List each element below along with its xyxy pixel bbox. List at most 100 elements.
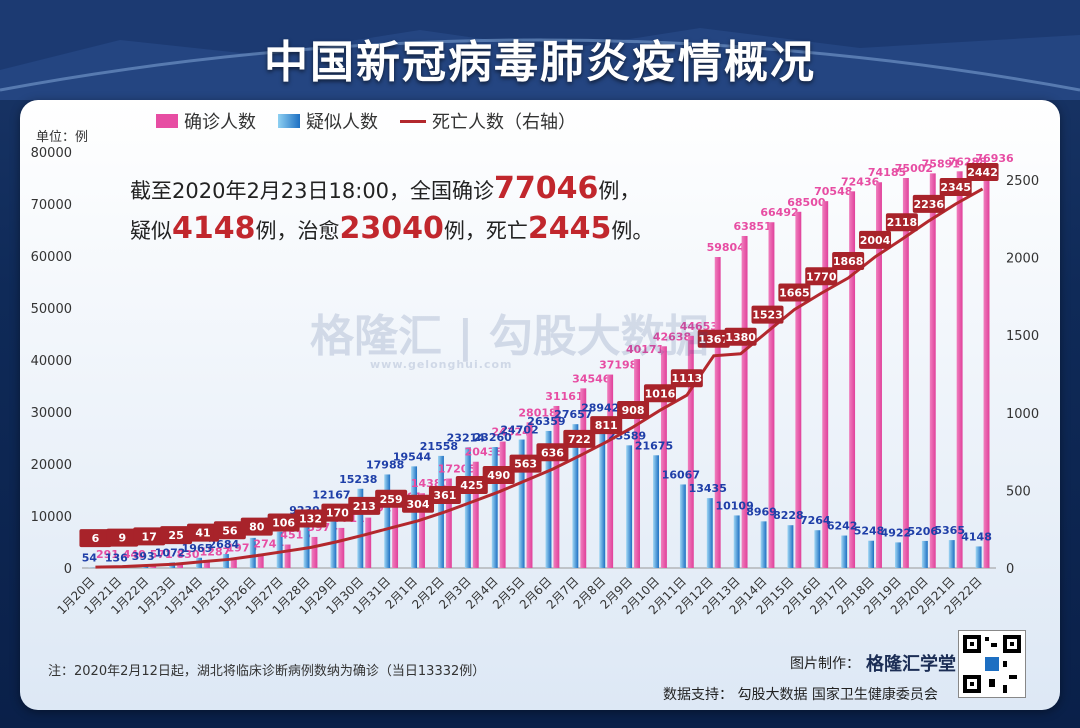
data-label-confirmed: 440 [123, 548, 146, 561]
data-label-confirmed: 34546 [572, 372, 611, 385]
data-label-deaths-box [402, 494, 435, 513]
data-label-confirmed: 66492 [760, 206, 798, 219]
watermark-sub: www.gelonghui.com [370, 358, 513, 371]
data-label-confirmed: 70548 [814, 185, 852, 198]
legend-suspected-label: 疑似人数 [306, 112, 378, 133]
data-label-suspected: 54 [82, 552, 98, 565]
bar-suspected [572, 424, 579, 568]
legend-suspected-swatch [278, 114, 300, 128]
bar-confirmed [687, 335, 694, 568]
summary-cured-value: 23040 [339, 211, 444, 246]
data-label-confirmed: 75891 [922, 157, 960, 170]
bar-confirmed [284, 544, 291, 568]
data-label-deaths-box [939, 178, 972, 196]
data-label-confirmed: 74185 [868, 166, 906, 179]
bar-confirmed [929, 173, 936, 568]
footnote: 注：2020年2月12日起，湖北将临床诊断病例数纳为确诊（当日13332例） [48, 664, 486, 679]
bar-confirmed [741, 235, 748, 568]
bar-suspected [814, 530, 821, 568]
data-label-deaths: 106 [272, 517, 295, 530]
data-label-deaths: 213 [353, 500, 376, 513]
data-label-deaths: 908 [622, 404, 645, 417]
bar-confirmed [795, 211, 802, 569]
y-right-tick-label: 2500 [1006, 174, 1039, 189]
data-label-confirmed: 76936 [975, 152, 1014, 165]
bar-confirmed [230, 557, 237, 568]
data-label-deaths-box [133, 527, 166, 546]
qr-code-icon [958, 630, 1026, 698]
data-label-deaths: 1367 [698, 333, 729, 346]
bar-confirmed [956, 171, 963, 568]
data-label-deaths: 1016 [645, 387, 676, 400]
bar-confirmed [822, 201, 829, 569]
data-label-deaths-box [375, 489, 408, 508]
data-label-suspected: 8969 [746, 505, 777, 518]
summary-deaths-value: 2445 [527, 211, 612, 246]
bar-confirmed [634, 359, 641, 568]
bar-confirmed [338, 527, 345, 568]
bar-suspected [733, 515, 740, 568]
data-label-confirmed: 40171 [626, 343, 664, 356]
data-support: 数据支持： 勾股大数据 国家卫生健康委员会 [663, 687, 938, 703]
summary-confirmed-value: 77046 [494, 171, 599, 206]
data-label-deaths-box [267, 513, 300, 532]
y-left-tick-label: 40000 [31, 354, 72, 369]
bar-confirmed [526, 422, 533, 568]
y-left-tick-label: 0 [64, 562, 72, 577]
data-label-suspected: 28942 [581, 402, 619, 415]
y-left-tick-label: 60000 [31, 250, 72, 265]
data-label-deaths-box [805, 267, 838, 286]
bar-suspected [249, 537, 256, 568]
bar-suspected [653, 455, 659, 568]
y-left-tick-label: 20000 [31, 458, 72, 473]
data-label-deaths-box [348, 496, 381, 515]
data-label-deaths-box [778, 283, 811, 302]
summary-text-e: 例，死亡 [443, 219, 528, 243]
data-label-deaths-box [106, 528, 139, 547]
data-label-suspected: 24702 [500, 424, 538, 437]
bar-confirmed [365, 517, 372, 568]
bar-confirmed [714, 257, 721, 568]
bar-suspected [357, 488, 364, 568]
legend-confirmed-swatch [156, 114, 178, 128]
bar-suspected [921, 540, 928, 568]
data-label-suspected: 23260 [474, 431, 513, 444]
summary-suspected-value: 4148 [172, 211, 256, 246]
data-label-deaths: 490 [487, 469, 510, 482]
data-label-deaths-box [428, 485, 461, 504]
data-label-suspected: 26359 [527, 415, 565, 428]
data-label-suspected: 5248 [854, 525, 885, 538]
bar-confirmed [660, 346, 667, 568]
data-label-deaths: 361 [433, 489, 456, 502]
summary-line-1: 截至2020年2月23日18:00，全国确诊77046例， [130, 170, 653, 210]
summary-text-a: 截至2020年2月23日18:00，全国确诊 [130, 179, 495, 203]
bar-suspected [787, 525, 794, 568]
bar-suspected [679, 484, 686, 568]
data-label-deaths: 1523 [752, 309, 783, 322]
chart-card [20, 100, 1060, 710]
data-label-deaths: 811 [595, 419, 618, 432]
data-label-suspected: 7264 [800, 514, 831, 527]
data-label-deaths: 2236 [913, 198, 944, 211]
data-label-confirmed: 291 [96, 548, 119, 561]
summary-text-d: 例，治愈 [255, 219, 340, 243]
data-label-confirmed: 42638 [653, 330, 691, 343]
data-label-deaths: 80 [249, 521, 265, 534]
data-label-suspected: 27657 [554, 408, 592, 421]
data-label-deaths-box [885, 213, 918, 232]
y-right-tick-label: 0 [1006, 562, 1014, 577]
data-label-deaths-box [186, 523, 219, 542]
data-label-suspected: 5206 [907, 525, 938, 538]
bar-suspected [384, 474, 391, 568]
bar-confirmed [392, 506, 399, 568]
data-label-deaths-box [482, 465, 515, 484]
bar-confirmed [472, 461, 479, 568]
bar-suspected [894, 542, 901, 568]
data-label-deaths: 2442 [967, 166, 998, 179]
bar-suspected [760, 521, 767, 568]
data-label-deaths-box [321, 503, 354, 522]
data-label-confirmed: 2744 [253, 538, 284, 551]
legend-deaths: 死亡人数（右轴） [400, 108, 576, 134]
data-label-suspected: 136 [105, 551, 128, 564]
deaths-line [95, 187, 984, 569]
